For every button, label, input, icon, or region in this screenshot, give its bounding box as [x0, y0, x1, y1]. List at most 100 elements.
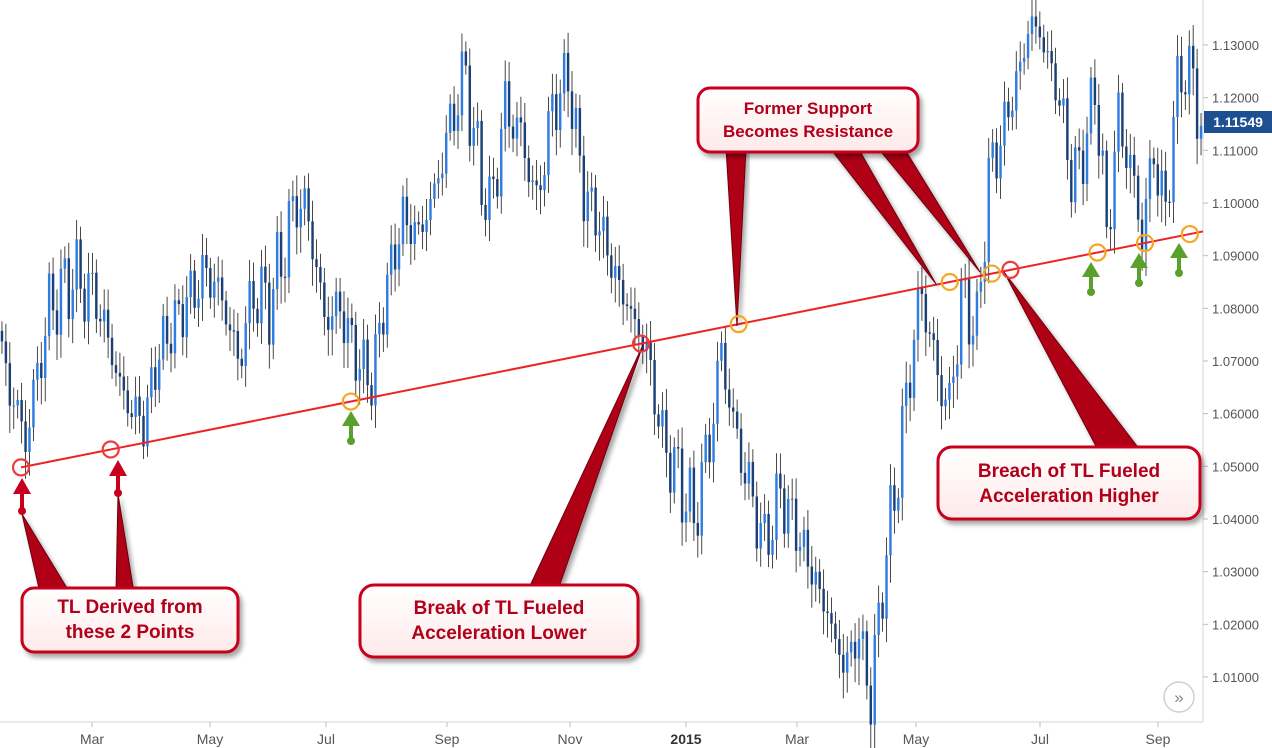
candle: [40, 341, 43, 405]
candle: [323, 268, 326, 336]
candle: [1046, 31, 1049, 69]
candle: [885, 537, 888, 642]
candle: [43, 317, 47, 402]
candle: [1109, 209, 1112, 250]
candle: [472, 107, 475, 166]
candle: [248, 259, 251, 350]
callout-former-line1: Former Support: [744, 99, 873, 118]
candle: [1050, 30, 1053, 82]
candle: [527, 145, 530, 197]
candle: [1125, 129, 1128, 189]
candle: [586, 171, 589, 248]
candle: [1093, 59, 1097, 125]
candle: [633, 287, 637, 346]
candle: [857, 617, 861, 686]
callout-break-lower: Break of TL Fueled Acceleration Lower: [358, 583, 640, 659]
candle: [272, 277, 275, 360]
candle: [370, 372, 373, 421]
candle: [838, 619, 841, 679]
candle: [374, 314, 377, 428]
candle: [173, 284, 177, 369]
candle: [63, 246, 67, 284]
candle: [366, 324, 369, 403]
candle: [960, 267, 963, 379]
candle: [169, 322, 173, 373]
candle: [523, 102, 527, 181]
pointer-break: [527, 344, 644, 591]
candle: [1066, 77, 1069, 180]
candle: [1184, 80, 1187, 111]
candle: [1058, 88, 1061, 117]
y-tick-label: 1.04000: [1212, 512, 1259, 527]
candle: [1152, 147, 1156, 178]
candle: [130, 399, 133, 429]
candle: [303, 175, 306, 226]
candle: [401, 185, 405, 256]
candle: [342, 291, 346, 368]
candle: [8, 342, 12, 433]
candle: [531, 165, 534, 200]
candle: [244, 306, 247, 387]
candle: [386, 262, 389, 348]
candle: [240, 348, 243, 379]
candle: [1148, 139, 1152, 223]
pointer-former-1: [725, 147, 747, 327]
candle: [814, 556, 817, 602]
touch-point-red: [1001, 260, 1020, 279]
candle: [767, 500, 770, 568]
candle: [20, 382, 23, 444]
support-arrows: [13, 243, 1188, 515]
candle: [1074, 135, 1077, 214]
candle: [661, 392, 664, 448]
candle: [79, 226, 82, 304]
candle: [87, 252, 90, 345]
x-tick-label: Mar: [785, 731, 809, 747]
candle: [358, 349, 361, 405]
touch-point-red: [631, 334, 651, 353]
candle: [578, 94, 582, 173]
candle: [1195, 48, 1199, 165]
candle: [319, 253, 322, 300]
candle: [708, 418, 711, 479]
candle: [696, 501, 700, 558]
scroll-right-button[interactable]: »: [1163, 681, 1195, 713]
candle: [193, 259, 196, 319]
candle: [1081, 129, 1085, 206]
candle: [448, 94, 452, 141]
touch-point-orange: [940, 272, 959, 292]
candle: [952, 355, 955, 408]
candle: [637, 302, 641, 357]
candle: [515, 101, 519, 157]
callout-breach-line1: Breach of TL Fueled: [978, 461, 1160, 482]
candle: [36, 346, 39, 401]
candle: [779, 453, 782, 509]
candle: [1007, 87, 1010, 131]
candle: [452, 86, 456, 146]
candle: [16, 389, 19, 419]
candle: [720, 331, 723, 372]
candle: [114, 351, 118, 387]
candle: [252, 262, 255, 332]
candle: [185, 276, 188, 358]
candle: [307, 173, 310, 241]
candle: [264, 245, 267, 310]
candle: [555, 74, 558, 156]
pointer-tl-a: [21, 513, 71, 594]
candle: [979, 266, 983, 308]
candle: [877, 585, 880, 658]
candle: [566, 32, 570, 118]
candle: [389, 225, 393, 296]
x-tick-label: 2015: [670, 731, 701, 747]
candle: [1062, 79, 1065, 124]
candle: [1121, 82, 1124, 158]
candle: [1117, 74, 1120, 173]
candle: [928, 321, 931, 347]
candle: [999, 125, 1002, 199]
candle: [1015, 51, 1018, 130]
candle: [590, 172, 593, 212]
candle: [236, 312, 240, 381]
candle: [967, 258, 971, 369]
candle: [417, 211, 420, 235]
candle: [704, 423, 707, 473]
candle: [4, 323, 8, 386]
